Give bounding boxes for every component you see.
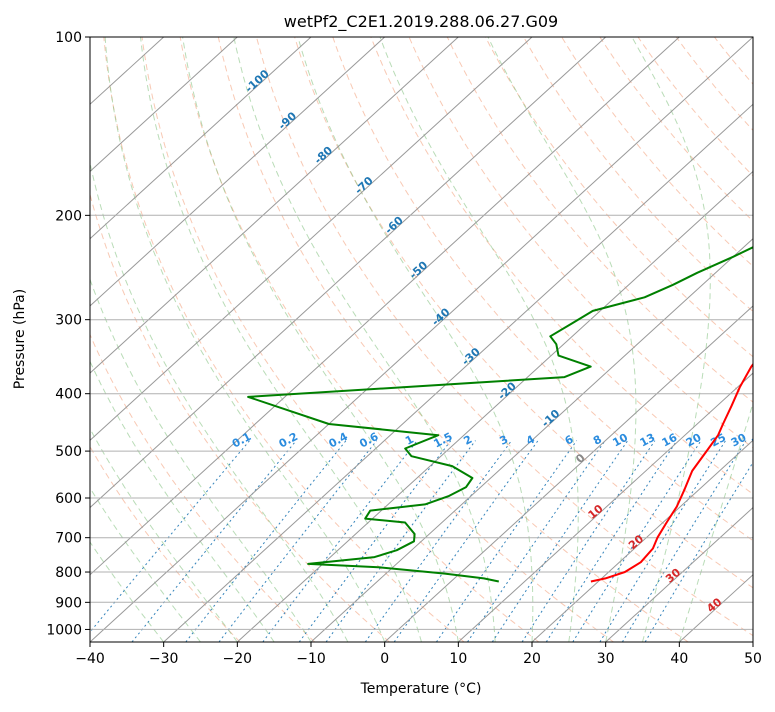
y-tick-label: 500 [55, 444, 82, 460]
x-tick-label: −10 [296, 651, 326, 667]
y-tick-label: 400 [55, 387, 82, 403]
x-tick-label: 30 [597, 651, 615, 667]
y-tick-label: 600 [55, 491, 82, 507]
x-tick-label: −20 [223, 651, 253, 667]
x-tick-label: 10 [449, 651, 467, 667]
chart-title: wetPf2_C2E1.2019.288.06.27.G09 [284, 12, 558, 32]
y-tick-label: 700 [55, 531, 82, 547]
x-tick-label: 0 [380, 651, 389, 667]
x-axis-label: Temperature (°C) [360, 681, 482, 697]
x-tick-label: −40 [75, 651, 105, 667]
x-tick-label: 20 [523, 651, 541, 667]
y-tick-label: 200 [55, 208, 82, 224]
y-tick-label: 1000 [46, 622, 82, 638]
y-tick-label: 100 [55, 30, 82, 46]
y-tick-label: 900 [55, 595, 82, 611]
x-tick-label: −30 [149, 651, 179, 667]
y-axis-label: Pressure (hPa) [12, 289, 28, 389]
x-tick-label: 50 [744, 651, 762, 667]
x-tick-label: 40 [670, 651, 688, 667]
y-tick-label: 800 [55, 565, 82, 581]
y-tick-label: 300 [55, 313, 82, 329]
